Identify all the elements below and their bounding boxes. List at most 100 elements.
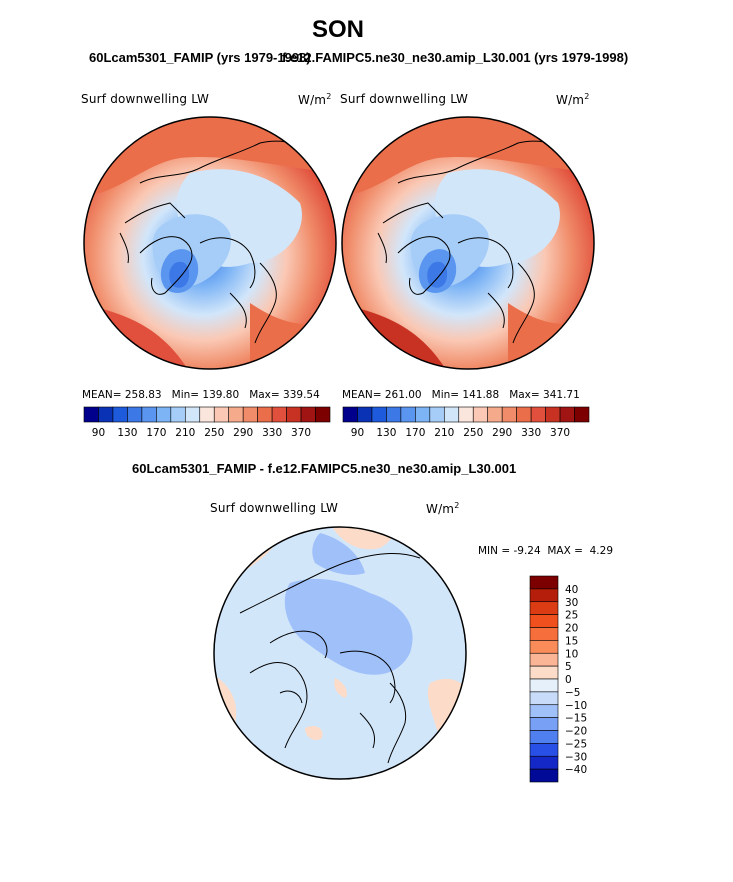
right-max-label: Max= <box>509 389 540 401</box>
diff-colorbar-box <box>529 601 559 615</box>
right-colorbar-box <box>386 406 402 423</box>
diff-colorbar-tick-label: 10 <box>565 648 578 660</box>
left-colorbar-box <box>257 406 273 423</box>
diff-title: 60Lcam5301_FAMIP - f.e12.FAMIPC5.ne30_ne… <box>132 461 517 476</box>
diff-units-label: W/m2 <box>426 501 460 516</box>
diff-colorbar-box <box>529 575 559 590</box>
left-colorbar-box <box>156 406 172 423</box>
left-min-value: 139.80 <box>202 389 240 401</box>
left-stats: MEAN= 258.83 Min= 139.80 Max= 339.54 <box>82 389 320 401</box>
left-variable-label: Surf downwelling LW <box>81 92 210 106</box>
diff-colorbar-box <box>529 588 559 603</box>
diff-colorbar-tick-label: −15 <box>565 713 587 725</box>
right-variable-label: Surf downwelling LW <box>340 92 469 106</box>
left-colorbar-box <box>127 406 143 423</box>
diff-colorbar-box <box>529 743 559 757</box>
right-max-value: 341.71 <box>543 389 580 401</box>
diff-colorbar-tick-label: −5 <box>565 687 580 699</box>
left-colorbar-tick-label: 210 <box>175 427 195 439</box>
right-colorbar-box <box>501 406 517 423</box>
right-units-label: W/m2 <box>556 92 590 107</box>
right-colorbar-box <box>574 406 590 423</box>
right-run-title: f.e12.FAMIPC5.ne30_ne30.amip_L30.001 (yr… <box>282 50 629 65</box>
left-colorbar-tick-label: 290 <box>233 427 253 439</box>
diff-colorbar-box <box>529 627 559 641</box>
diff-colorbar-tick-label: 20 <box>565 623 578 635</box>
right-colorbar-box <box>487 406 503 423</box>
left-colorbar-box <box>271 406 287 423</box>
left-colorbar-box <box>213 406 230 423</box>
diff-colorbar-box <box>529 717 559 731</box>
left-colorbar-box <box>112 406 128 423</box>
diff-colorbar-box <box>529 704 559 718</box>
diff-colorbar-tick-label: 0 <box>565 674 572 686</box>
left-colorbar-tick-label: 330 <box>262 427 282 439</box>
right-colorbar-box <box>443 406 460 423</box>
diff-variable-label: Surf downwelling LW <box>210 501 339 515</box>
diff-min-label: MIN = <box>478 545 511 557</box>
left-max-label: Max= <box>249 389 280 401</box>
right-colorbar-box <box>472 406 489 423</box>
diff-colorbar-tick-label: −25 <box>565 738 587 750</box>
left-mean-value: 258.83 <box>124 389 162 401</box>
right-colorbar-tick-label: 370 <box>550 427 570 439</box>
diff-colorbar-tick-label: −30 <box>565 751 587 763</box>
right-colorbar-tick-label: 210 <box>434 427 454 439</box>
right-colorbar-box <box>429 406 445 423</box>
right-colorbar-box <box>357 406 373 423</box>
diff-colorbar-tick-label: 40 <box>565 584 578 596</box>
right-polar-map <box>341 116 595 370</box>
left-min-label: Min= <box>171 389 200 401</box>
diff-stats: MIN = -9.24 MAX = 4.29 <box>478 545 613 557</box>
diff-colorbar-box <box>529 640 559 654</box>
diff-colorbar-box <box>529 730 559 744</box>
left-colorbar-tick-label: 370 <box>291 427 311 439</box>
diff-colorbar-tick-label: 15 <box>565 635 578 647</box>
diff-colorbar-box <box>529 652 559 667</box>
left-colorbar-box <box>286 406 302 423</box>
left-colorbar-box <box>199 406 215 423</box>
diff-colorbar-box <box>529 614 559 628</box>
right-colorbar-tick-label: 330 <box>521 427 541 439</box>
left-colorbar: 90 130 170 210 250 290 330 370 <box>83 406 331 439</box>
right-colorbar-box <box>545 406 561 423</box>
left-units-label: W/m2 <box>298 92 332 107</box>
right-colorbar-box <box>342 406 358 423</box>
left-colorbar-tick-label: 250 <box>204 427 224 439</box>
diff-min-value: -9.24 <box>513 545 541 557</box>
left-colorbar-tick-label: 90 <box>92 427 105 439</box>
diff-colorbar-tick-label: 25 <box>565 610 578 622</box>
left-polar-map <box>83 116 337 370</box>
left-colorbar-box <box>242 406 258 423</box>
left-colorbar-box <box>170 406 186 423</box>
left-max-value: 339.54 <box>283 389 320 401</box>
right-colorbar: 90 130 170 210 250 290 330 370 <box>342 406 590 439</box>
left-colorbar-box <box>315 406 331 423</box>
diff-max-value: 4.29 <box>589 545 614 557</box>
left-run-title: 60Lcam5301_FAMIP (yrs 1979-1998) <box>89 50 311 65</box>
left-colorbar-box <box>184 406 201 423</box>
diff-colorbar-tick-label: −40 <box>565 764 587 776</box>
right-mean-value: 261.00 <box>384 389 422 401</box>
right-stats: MEAN= 261.00 Min= 141.88 Max= 341.71 <box>342 389 580 401</box>
right-colorbar-box <box>415 406 431 423</box>
diff-colorbar-box <box>529 665 559 680</box>
left-colorbar-tick-label: 130 <box>117 427 137 439</box>
right-colorbar-box <box>400 406 416 423</box>
diff-max-label: MAX = <box>547 545 583 557</box>
left-mean-label: MEAN= <box>82 389 122 401</box>
diff-colorbar-box <box>529 768 559 783</box>
diff-colorbar-tick-label: 30 <box>565 597 578 609</box>
diff-colorbar-box <box>529 755 559 770</box>
right-colorbar-tick-label: 170 <box>405 427 425 439</box>
right-colorbar-tick-label: 130 <box>376 427 396 439</box>
right-colorbar-tick-label: 90 <box>351 427 364 439</box>
diff-colorbar-tick-label: −10 <box>565 700 587 712</box>
left-colorbar-tick-label: 170 <box>146 427 166 439</box>
right-colorbar-tick-label: 290 <box>492 427 512 439</box>
right-colorbar-box <box>371 406 387 423</box>
diff-colorbar-box <box>529 691 559 706</box>
right-colorbar-tick-label: 250 <box>463 427 483 439</box>
left-colorbar-box <box>98 406 114 423</box>
